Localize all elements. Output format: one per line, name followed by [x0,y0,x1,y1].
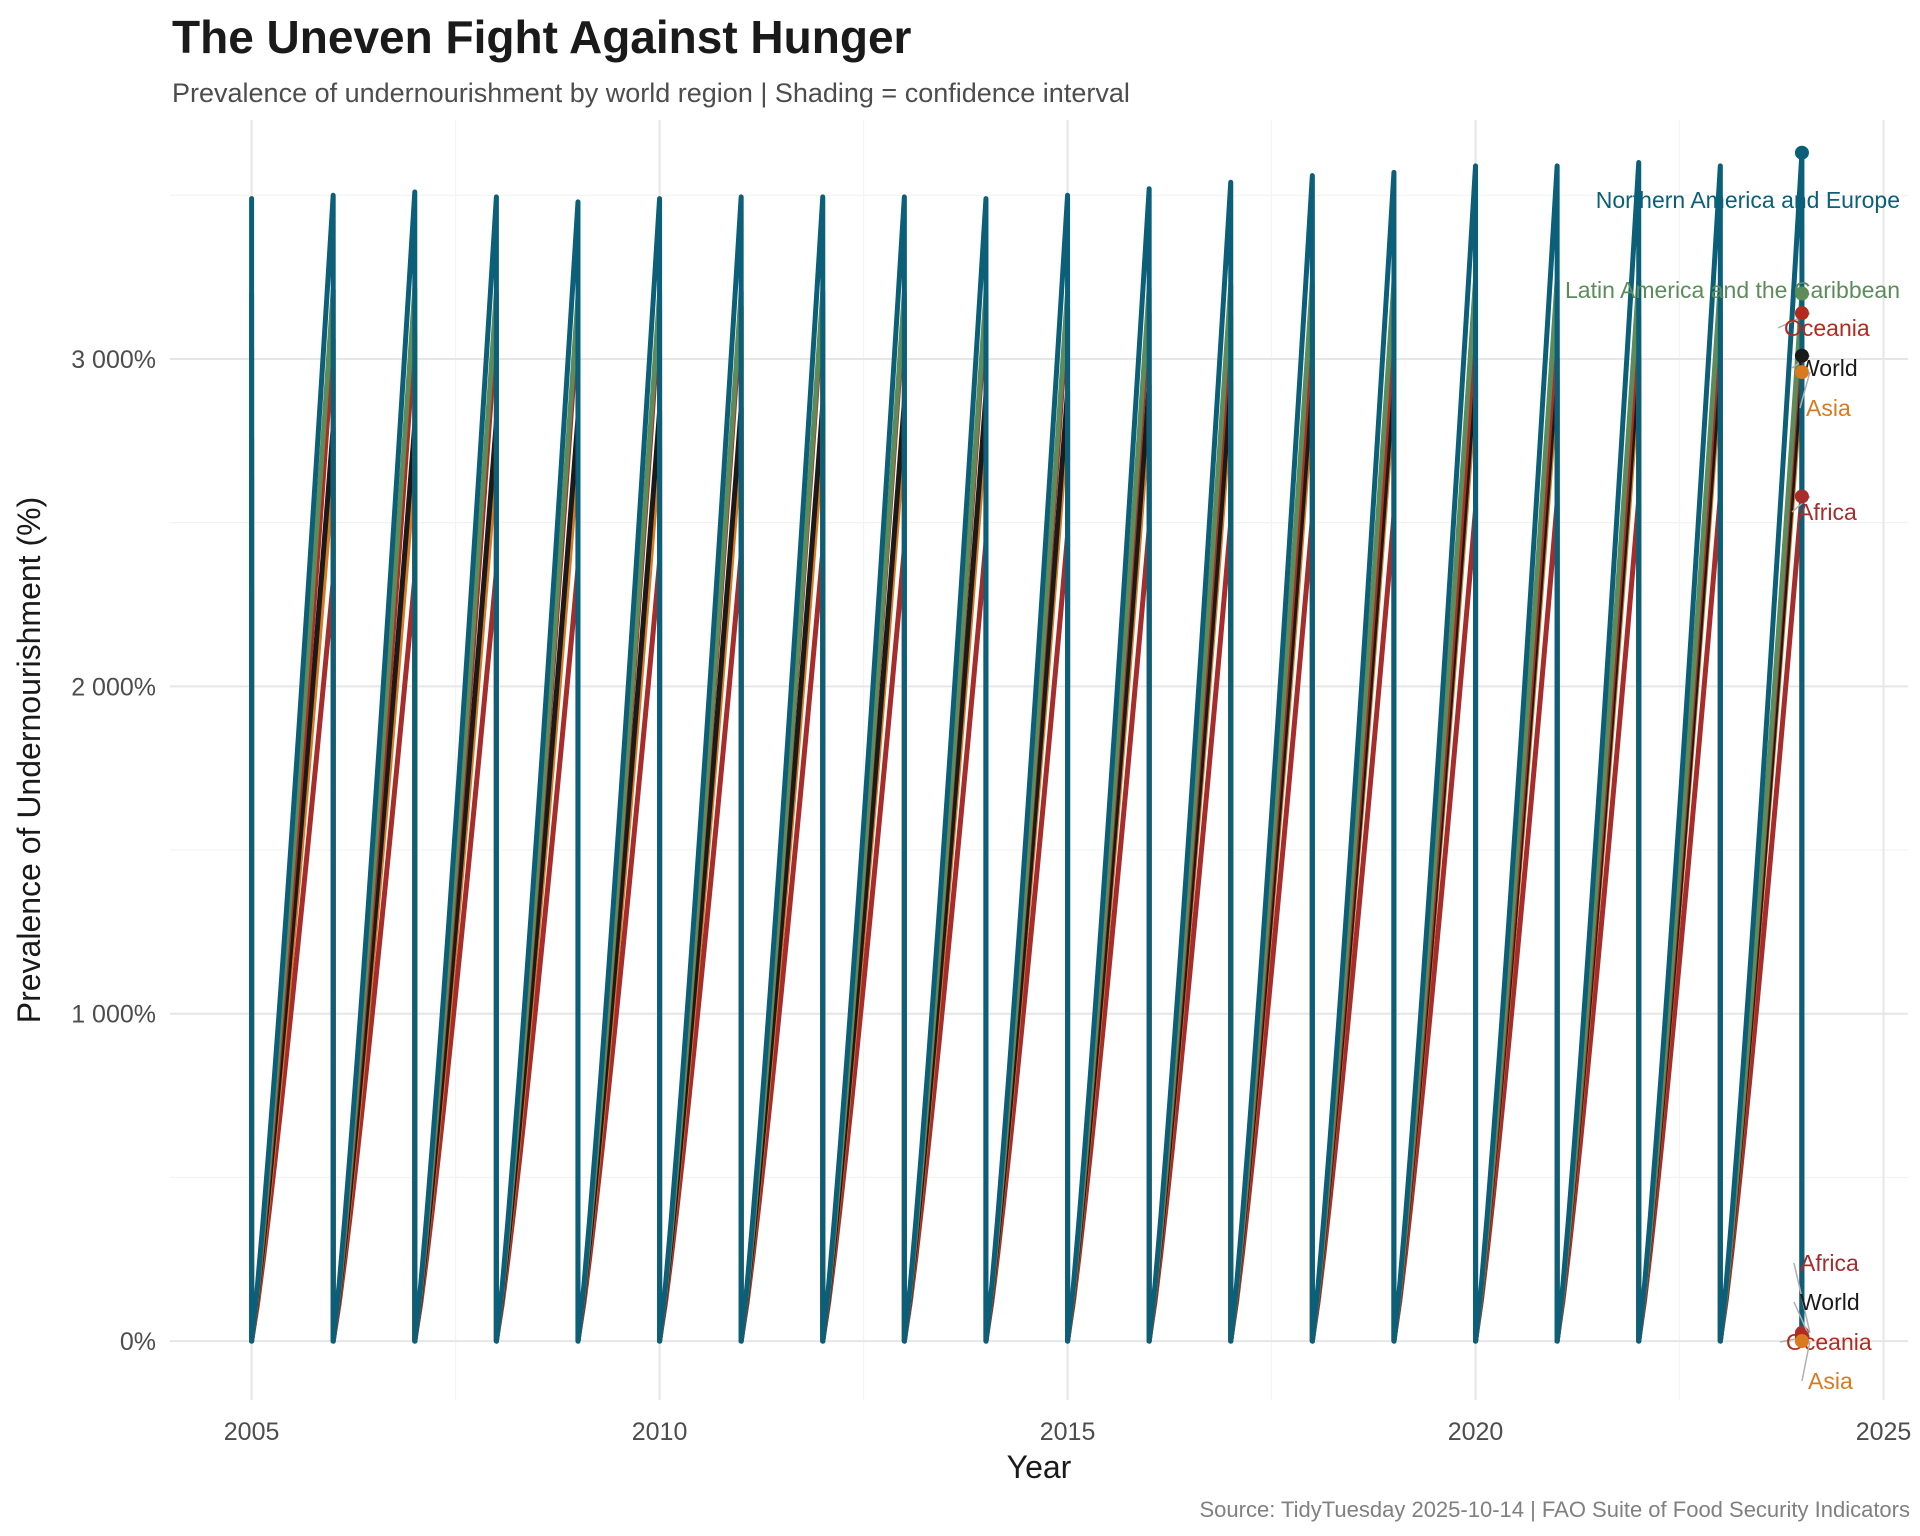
end-point [1794,306,1809,321]
end-point [1794,286,1809,301]
end-label: Africa [1800,1250,1859,1276]
chart-subtitle: Prevalence of undernourishment by world … [172,78,1130,108]
end-point [1794,145,1809,160]
series-line-northern-america-and-europe [249,150,1805,1344]
end-point [1794,1334,1809,1349]
x-axis-title: Year [1007,1449,1072,1485]
chart-title: The Uneven Fight Against Hunger [172,11,912,63]
end-labels: Northern America and Europe Latin America… [1565,145,1900,1394]
axis-ticks: 2005 2010 2015 2020 2025 0% 1 000% 2 000% 3 000% [71,346,1911,1446]
end-point [1794,348,1809,363]
end-point [1794,489,1809,504]
x-tick-label: 2015 [1040,1418,1096,1446]
x-tick-label: 2005 [224,1418,280,1446]
end-label: Northern America and Europe [1596,187,1900,213]
y-axis-title: Prevalence of Undernourishment (%) [11,497,47,1023]
end-label-leader [1793,1262,1811,1334]
y-tick-label: 0% [120,1328,156,1356]
end-label: Oceania [1784,315,1870,341]
series-lines [249,150,1805,1344]
end-label-leader [1801,1340,1811,1382]
y-tick-label: 3 000% [71,346,156,374]
y-tick-label: 2 000% [71,673,156,701]
x-tick-label: 2010 [632,1418,688,1446]
end-label-leader [1799,371,1811,409]
end-label: World [1800,1289,1860,1315]
end-label: Latin America and the Caribbean [1565,277,1900,303]
end-label: Asia [1808,1368,1853,1394]
y-tick-label: 1 000% [71,1001,156,1029]
x-tick-label: 2020 [1448,1418,1504,1446]
end-point [1794,365,1809,380]
end-label: Africa [1798,499,1857,525]
x-tick-label: 2025 [1856,1418,1912,1446]
end-label: Asia [1806,395,1851,421]
chart-caption: Source: TidyTuesday 2025-10-14 | FAO Sui… [1199,1497,1911,1522]
